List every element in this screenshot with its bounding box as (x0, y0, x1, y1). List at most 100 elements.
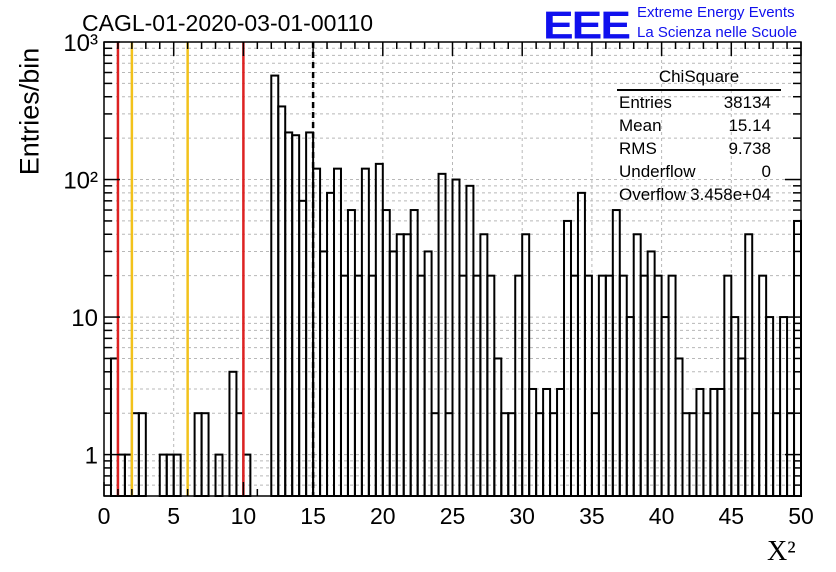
histogram-bin (737, 357, 747, 497)
stats-title: ChiSquare (617, 66, 781, 91)
histogram-bin (423, 250, 433, 497)
x-tick-label: 50 (788, 503, 814, 529)
histogram-bin (660, 316, 670, 498)
histogram-bin (583, 274, 593, 497)
histogram-bin (779, 316, 789, 498)
histogram-bin (339, 274, 349, 497)
histogram-bin (395, 233, 405, 498)
tick-labels: 0 5 10 15 20 25 30 35 40 45 50 1 10 10² 10³ (63, 30, 813, 529)
stats-value: 38134 (723, 93, 771, 112)
histogram-bin (472, 274, 482, 497)
histogram-bin (291, 134, 301, 497)
histogram-bin (569, 274, 579, 497)
stats-row-overflow: Overflow 3.458e+04 (611, 183, 783, 206)
logo-line-2: La Scienza nelle Scuole (637, 24, 798, 41)
stats-row-mean: Mean 15.14 (611, 114, 783, 137)
histogram-bin (270, 74, 280, 497)
stats-key: Overflow (619, 185, 687, 204)
eee-logo: EEE (543, 2, 631, 48)
stats-key: Underflow (619, 162, 696, 181)
histogram-bin (653, 274, 663, 497)
logo-line-1: Extreme Energy Events (637, 4, 795, 21)
histogram-bin (576, 191, 586, 497)
stats-key: RMS (619, 139, 657, 158)
stats-box: ChiSquare Entries 38134 Mean 15.14 RMS 9… (611, 66, 783, 206)
stats-row-rms: RMS 9.738 (611, 137, 783, 160)
histogram-bin (298, 199, 308, 497)
stats-value: 3.458e+04 (690, 185, 771, 204)
x-tick-label: 30 (509, 503, 535, 529)
x-tick-label: 0 (98, 503, 111, 529)
stats-key: Mean (619, 116, 662, 135)
stats-value: 0 (761, 162, 771, 181)
histogram-bin (451, 178, 461, 497)
histogram-bin (528, 387, 538, 498)
histogram-bin (353, 274, 363, 497)
histogram-bin (465, 184, 475, 497)
histogram-bin (346, 209, 356, 497)
histogram-bin (319, 250, 329, 497)
histogram-bin (639, 274, 649, 497)
y-tick-label: 10³ (63, 30, 98, 57)
x-tick-label: 25 (440, 503, 466, 529)
histogram-bin (402, 233, 412, 498)
histogram-bin (284, 131, 294, 497)
histogram-bin (479, 233, 489, 498)
histogram-bin (632, 233, 642, 498)
stats-row-underflow: Underflow 0 (611, 160, 783, 183)
histogram-bin (360, 167, 370, 497)
histogram-bin (367, 274, 377, 497)
x-tick-label: 5 (167, 503, 180, 529)
chart-title: CAGL-01-2020-03-01-00110 (82, 10, 374, 36)
histogram-bin (521, 233, 531, 498)
histogram-bin (416, 274, 426, 497)
axes-frame (103, 41, 802, 497)
stats-value: 9.738 (728, 139, 771, 158)
histogram-bin (228, 370, 238, 497)
histogram-bin (493, 357, 503, 497)
x-axis-label: X² (767, 536, 796, 567)
histogram-bin (723, 274, 733, 497)
histogram-bin (709, 387, 719, 498)
histogram-bin (716, 387, 726, 498)
stats-row-entries: Entries 38134 (611, 91, 783, 114)
y-tick-label: 10 (71, 305, 98, 332)
histogram-bin (618, 274, 628, 497)
histogram-bin (758, 274, 768, 497)
y-axis-label: Entries/bin (14, 47, 45, 176)
x-tick-label: 20 (370, 503, 396, 529)
histogram-bin (409, 209, 419, 497)
x-tick-label: 40 (649, 503, 675, 529)
stats-key: Entries (619, 93, 672, 112)
histogram-bin (333, 167, 342, 497)
histogram-bin (674, 357, 684, 497)
histogram-bin (646, 250, 656, 497)
y-tick-label: 1 (85, 443, 98, 470)
histogram-bin (604, 274, 614, 497)
histogram-bin (744, 233, 754, 498)
histogram-bin (542, 387, 552, 498)
histogram-bin (381, 209, 391, 497)
histogram-bin (326, 191, 336, 497)
histogram-bin (277, 105, 287, 497)
x-tick-label: 15 (300, 503, 326, 529)
x-tick-label: 35 (579, 503, 605, 529)
histogram-bin (730, 316, 740, 498)
histogram-bin (514, 274, 524, 497)
y-tick-label: 10² (63, 168, 98, 195)
reference-lines (116, 42, 315, 496)
histogram-bin (611, 209, 621, 497)
histogram-bin (765, 316, 775, 498)
histogram-bin (556, 387, 566, 498)
histogram-bin (388, 250, 398, 497)
x-tick-label: 10 (231, 503, 257, 529)
x-tick-label: 45 (719, 503, 745, 529)
histogram-bin (625, 316, 635, 498)
stats-value: 15.14 (728, 116, 771, 135)
histogram-bin (458, 274, 468, 497)
histogram-bin (486, 274, 496, 497)
histogram-bin (437, 172, 447, 498)
histogram-bin (667, 274, 677, 497)
histogram-bin (597, 274, 607, 497)
